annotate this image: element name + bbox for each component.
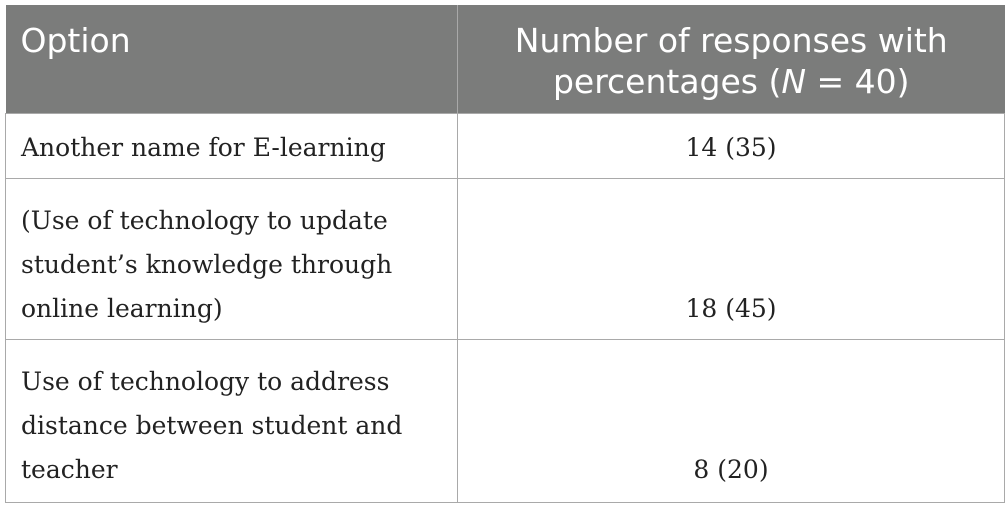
header-responses-line2-prefix: percentages ( [552, 61, 782, 101]
table-row: Use of technology to address distance be… [5, 338, 1005, 503]
header-row: Option Number of responses with percenta… [5, 5, 1005, 113]
header-responses: Number of responses with percentages (N … [457, 5, 1005, 113]
response-count-cell: 18 (45) [457, 177, 1005, 340]
option-cell: (Use of technology to update student’s k… [5, 177, 458, 340]
header-responses-line2-suffix: = 40) [806, 61, 910, 101]
option-cell: Another name for E-learning [5, 112, 458, 179]
table-row: (Use of technology to update student’s k… [5, 177, 1005, 340]
header-n-symbol: N [781, 61, 807, 101]
table-header: Option Number of responses with percenta… [5, 5, 1005, 113]
header-responses-line2: percentages (N = 40) [458, 61, 1005, 102]
table-row: Another name for E-learning 14 (35) [5, 112, 1005, 179]
response-count-cell: 14 (35) [457, 112, 1005, 179]
responses-table: Option Number of responses with percenta… [5, 5, 1005, 503]
responses-table-container: Option Number of responses with percenta… [5, 5, 1005, 503]
option-cell: Use of technology to address distance be… [5, 338, 458, 503]
header-responses-line1: Number of responses with [514, 20, 948, 60]
response-count-cell: 8 (20) [457, 338, 1005, 503]
header-option: Option [5, 5, 458, 113]
table-body: Another name for E-learning 14 (35) (Use… [5, 112, 1005, 503]
